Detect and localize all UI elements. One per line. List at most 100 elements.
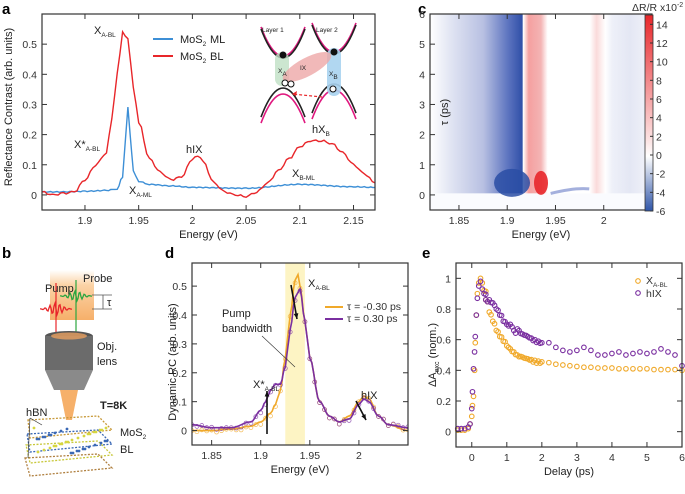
y-tick-label: 0.3	[172, 339, 187, 351]
annotation-xa-bl: XA-BL	[308, 278, 330, 292]
x-axis-label: Energy (eV)	[512, 229, 571, 241]
atom-icon	[52, 444, 56, 448]
lattice-layer	[27, 415, 114, 439]
series-line-mos2-bl	[42, 29, 375, 199]
annotation-xstar-a-bl: X*A-BL	[74, 139, 100, 153]
inset-xb-label: XB	[329, 71, 338, 81]
series-line-mos2-ml	[42, 107, 375, 194]
data-point-xa-bl	[651, 366, 657, 373]
y-tick-label: 3	[419, 99, 425, 111]
data-point-tau-neg	[194, 429, 200, 435]
x-tick-label: 2	[356, 450, 362, 462]
atom-icon	[49, 433, 53, 437]
data-point-xa-bl	[581, 364, 587, 371]
colorbar-tick-label: -2	[656, 169, 665, 181]
data-point-xa-bl	[470, 393, 477, 400]
atom-icon	[75, 449, 79, 453]
y-axis-label: ΔAexc (norm.)	[427, 323, 441, 387]
x-tick-label: 3	[574, 452, 580, 464]
data-point-xa-bl	[623, 365, 629, 372]
y-axis-label: Reflectance Contrast (arb. units)	[3, 28, 15, 186]
annotation-bandwidth: bandwidth	[222, 323, 272, 335]
data-point-hix	[623, 352, 629, 358]
temperature-label: T=8K	[100, 400, 127, 412]
data-point-hix	[595, 352, 601, 358]
heatmap-pos-peak	[534, 170, 548, 195]
colorbar-tick-label: 10	[656, 57, 668, 69]
legend-label-bl-suffix: BL	[210, 51, 223, 63]
x-tick-label: 1	[504, 452, 510, 464]
x-tick-label: 2	[189, 215, 195, 227]
x-axis-label: Energy (eV)	[179, 229, 238, 241]
data-point-hix	[602, 352, 608, 358]
data-point-hix	[560, 347, 566, 354]
y-tick-label: 5	[419, 39, 425, 51]
data-point-hix	[473, 312, 480, 318]
atom-icon	[104, 426, 108, 430]
arrow-xstar-up-head	[264, 391, 270, 397]
data-point-hix	[651, 349, 657, 355]
annotation-hxb: hXB	[312, 124, 330, 138]
series-line-tau-pos	[192, 286, 408, 429]
data-point-hix	[616, 349, 622, 355]
data-point-hix	[609, 350, 615, 357]
pump-bandwidth-pointer	[261, 335, 296, 368]
x-tick-label: 1.95	[545, 215, 566, 227]
hole-icon	[287, 80, 295, 88]
legend-label-hix: hIX	[646, 288, 662, 300]
heatmap-field	[430, 14, 652, 194]
x-tick-label: 0	[469, 452, 475, 464]
y-tick-label: 0.2	[172, 368, 187, 380]
atom-icon	[92, 430, 96, 434]
probe-pulse-icon	[60, 289, 92, 303]
data-point-hix	[477, 278, 484, 285]
legend-label-tau-pos: τ = 0.30 ps	[347, 313, 398, 325]
data-point-xa-bl	[488, 311, 494, 318]
atom-icon	[82, 434, 86, 438]
annotation-xa-bl: XA-BL	[94, 25, 116, 39]
legend-marker-hix	[635, 290, 641, 296]
plot-area-d	[192, 263, 408, 445]
colorbar-tick-label: 4	[656, 113, 662, 125]
atom-icon	[99, 441, 103, 445]
data-point-xa-bl	[658, 366, 664, 373]
heatmap-neg-peak	[494, 168, 531, 197]
data-point-hix	[470, 365, 477, 372]
y-tick-label: 0.2	[22, 130, 37, 142]
atom-icon	[88, 432, 92, 436]
atom-icon	[36, 450, 40, 454]
atom-icon	[35, 437, 39, 441]
lens-aperture	[51, 332, 87, 340]
legend-label-ml-suffix: ML	[210, 34, 225, 46]
inset-layer2-label: Layer 2	[316, 27, 338, 34]
legend-label-bl: MoS2	[180, 51, 207, 65]
atom-icon	[103, 439, 107, 443]
panel-label-a: a	[2, 1, 11, 18]
x-tick-label: 1.9	[500, 215, 515, 227]
valence-band	[260, 87, 306, 118]
data-point-hix	[567, 349, 573, 355]
x-axis-label: Delay (ps)	[544, 466, 594, 478]
annotation-hix: hIX	[361, 390, 378, 402]
legend-d: τ = -0.30 psτ = 0.30 ps	[325, 301, 401, 325]
inset-xa-label: XA	[278, 68, 287, 78]
colorbar-tick-label: -4	[656, 187, 665, 199]
objective-lens-tip	[45, 370, 93, 390]
y-tick-label: 0.1	[22, 160, 37, 172]
atom-icon	[54, 444, 58, 448]
atom-icon	[87, 445, 91, 449]
atom-icon	[70, 438, 74, 442]
data-point-xa-bl	[630, 365, 636, 372]
atom-icon	[86, 432, 90, 436]
data-point-hix	[658, 346, 664, 352]
plot-frame	[41, 13, 376, 211]
atom-icon	[65, 427, 69, 431]
panel-label-b: b	[2, 245, 11, 262]
data-point-hix	[479, 286, 486, 292]
axes-c: 1.85 1.9 1.95 2 0 1 2 3 4 5 6 Energy (eV) τ (ps)	[419, 9, 653, 241]
atom-icon	[42, 448, 46, 452]
data-point-xa-bl	[609, 365, 615, 371]
x-tick-label: 1.95	[300, 450, 321, 462]
ix-exciton-shape	[282, 52, 332, 82]
